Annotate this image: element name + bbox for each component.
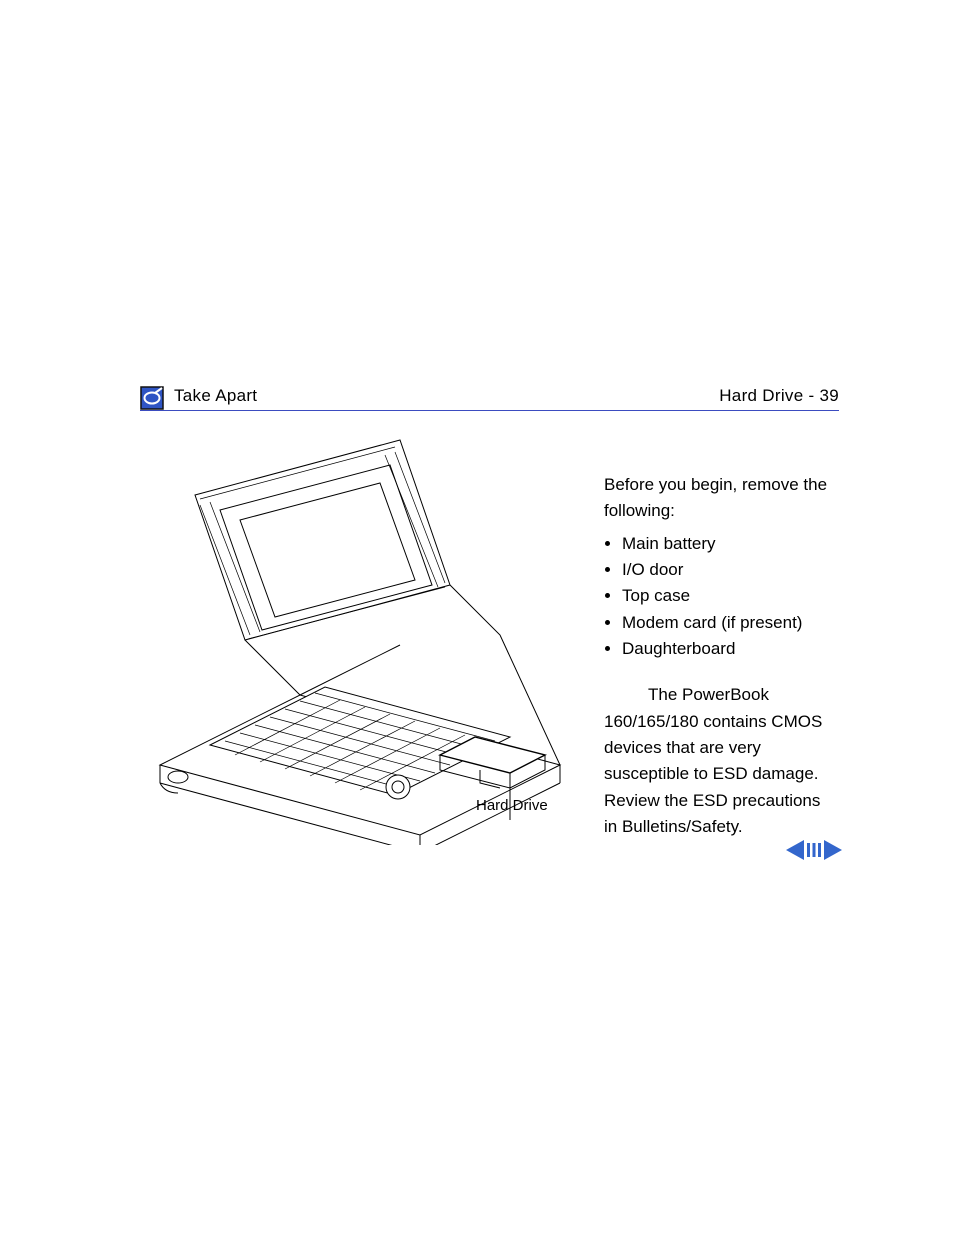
instruction-text: Before you begin, remove the following: … — [604, 472, 834, 846]
page-scrubber-icon[interactable] — [804, 840, 824, 860]
caution-text: The PowerBook 160/165/180 contains CMOS … — [604, 685, 822, 836]
next-page-button[interactable] — [824, 840, 842, 860]
page-number-label: Hard Drive - 39 — [719, 386, 839, 406]
intro-paragraph: Before you begin, remove the following: — [604, 472, 834, 525]
remove-list: Main battery I/O door Top case Modem car… — [604, 531, 834, 663]
illustration-callout-label: Hard Drive — [476, 797, 548, 814]
take-apart-icon — [140, 386, 164, 410]
list-item: I/O door — [622, 557, 834, 583]
page-navigator — [786, 840, 842, 860]
list-item: Daughterboard — [622, 636, 834, 662]
powerbook-illustration — [140, 425, 570, 845]
prev-page-button[interactable] — [786, 840, 804, 860]
list-item: Top case — [622, 583, 834, 609]
caution-paragraph: The PowerBook 160/165/180 contains CMOS … — [604, 682, 834, 840]
page-header: Take Apart Hard Drive - 39 — [140, 382, 839, 411]
section-title: Take Apart — [174, 386, 719, 406]
list-item: Main battery — [622, 531, 834, 557]
list-item: Modem card (if present) — [622, 610, 834, 636]
page: Take Apart Hard Drive - 39 — [0, 0, 954, 1235]
